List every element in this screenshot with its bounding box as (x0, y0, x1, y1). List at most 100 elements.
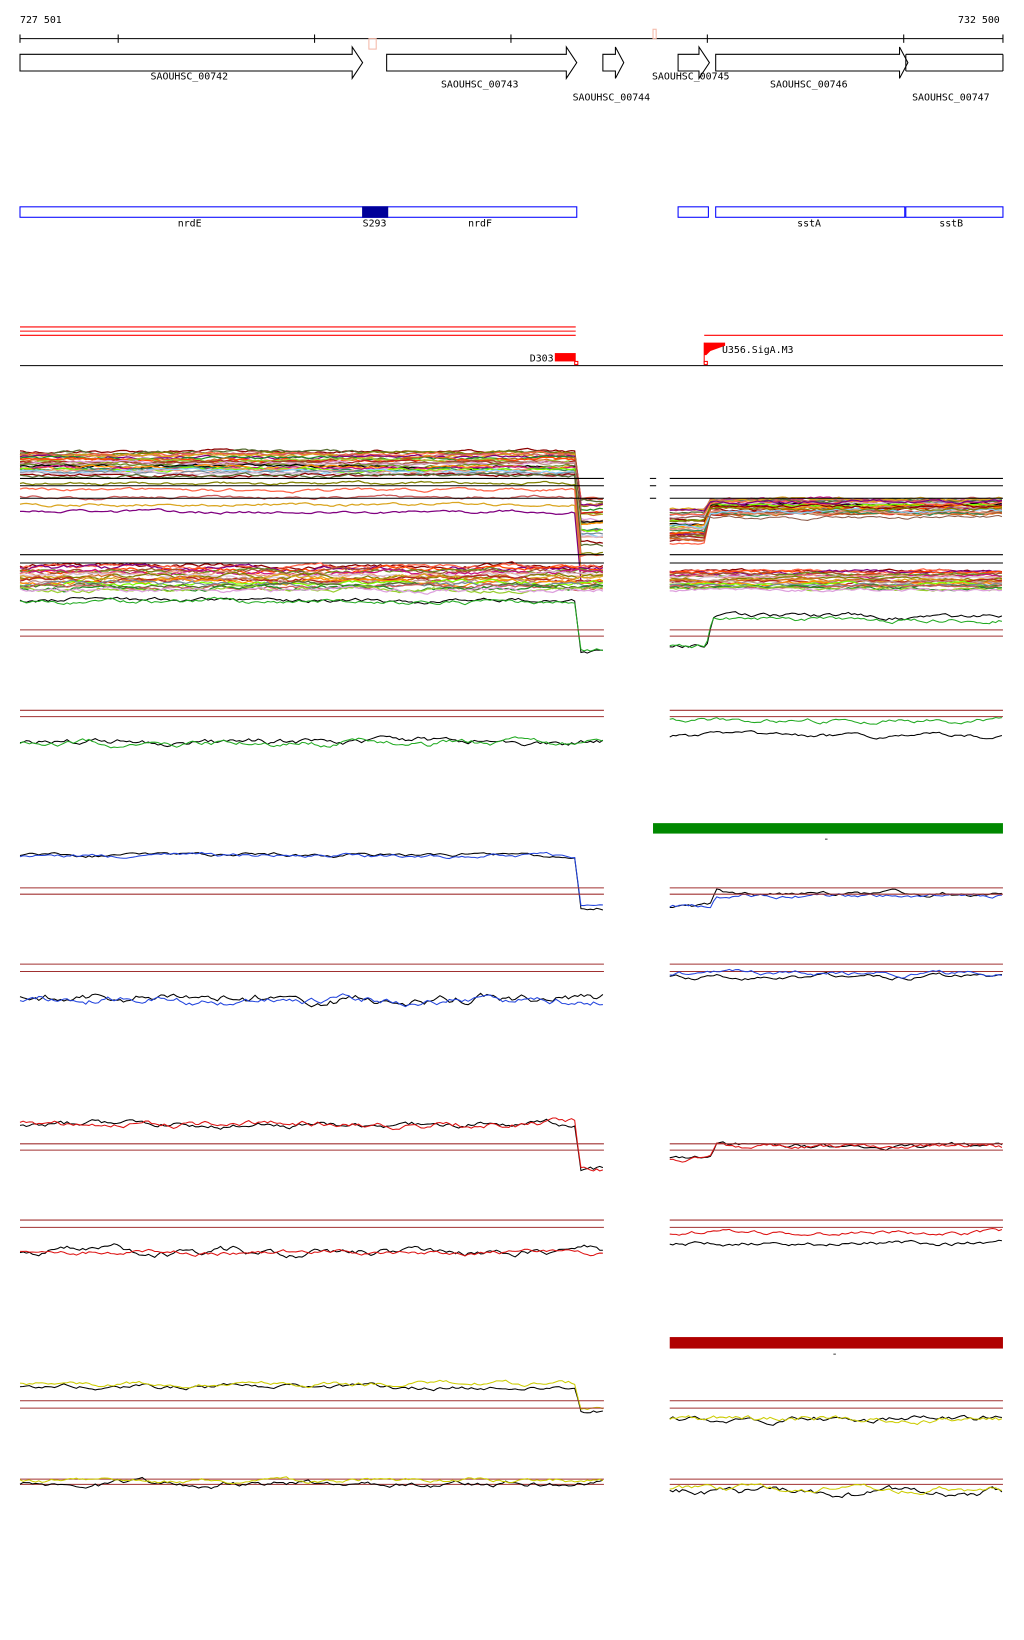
multi-sample-trace (19, 486, 603, 558)
multi-sample-trace (19, 467, 604, 538)
signal-trace (19, 993, 603, 1008)
annotation-label: nrdE (178, 219, 202, 230)
signal-trace (19, 596, 604, 652)
signal-trace (669, 971, 1002, 981)
signal-trace (19, 992, 604, 1008)
multi-sample-trace (669, 507, 1003, 530)
annotation-track (19, 206, 1004, 218)
feature-D303-block[interactable] (554, 353, 576, 362)
multi-sample-trace (669, 587, 1002, 593)
signal-trace (669, 968, 1002, 979)
feature-marker (703, 360, 708, 366)
signal-trace (19, 1379, 604, 1411)
multi-sample-trace (669, 573, 1003, 580)
gene-arrow[interactable] (19, 45, 364, 81)
signal-trace (19, 735, 604, 748)
annotation-sstA-box[interactable] (715, 206, 906, 218)
red-region-bar[interactable] (669, 1337, 1003, 1349)
gene-arrow[interactable] (715, 46, 909, 79)
signal-trace (669, 1239, 1002, 1247)
multi-sample-trace (19, 508, 604, 583)
multi-sample-trace (669, 514, 1003, 521)
signal-trace (669, 716, 1002, 725)
multi-sample-trace (19, 460, 604, 524)
multi-sample-trace (669, 575, 1003, 583)
annotation-sstB-box[interactable] (905, 206, 1004, 218)
multi-sample-trace (669, 503, 1002, 522)
gene-arrow[interactable] (677, 45, 711, 81)
gene-label[interactable]: SAOUHSC_00742 (151, 71, 229, 82)
signal-trace (669, 1415, 1003, 1426)
multi-sample-trace (19, 585, 604, 595)
feature-left-label[interactable]: D303 (530, 353, 554, 364)
multi-sample-trace (669, 580, 1002, 587)
red-bar-label: - (832, 1349, 838, 1360)
multi-sample-trace (19, 452, 604, 507)
promoter-flag-icon[interactable] (704, 342, 726, 356)
annotation-label: S293 (363, 219, 387, 230)
multi-sample-trace (19, 469, 603, 538)
gap-marker (368, 38, 377, 50)
signal-trace (19, 851, 603, 907)
signal-trace (669, 616, 1003, 649)
gene-label[interactable]: SAOUHSC_00746 (770, 80, 848, 91)
signal-trace (19, 736, 604, 749)
ruler-start-label: 727 501 (20, 15, 62, 26)
signal-trace (19, 1118, 604, 1172)
annotation-label: nrdF (468, 219, 492, 230)
signal-trace (19, 1117, 604, 1172)
multi-sample-trace (19, 578, 603, 587)
signal-trace (19, 1243, 603, 1259)
green-bar-label: - (823, 834, 829, 845)
multi-sample-trace (19, 466, 604, 533)
signal-trace (669, 1228, 1003, 1236)
gap-marker (652, 28, 657, 40)
multi-sample-trace (669, 511, 1003, 542)
gene-track (19, 45, 1004, 81)
gene-arrow[interactable] (386, 45, 578, 81)
signal-trace (19, 852, 604, 911)
coordinate-ruler: 727 501 732 500 (19, 15, 1004, 50)
multi-sample-trace (19, 494, 604, 570)
annotation-S293-box[interactable] (362, 206, 389, 218)
gene-label[interactable]: SAOUHSC_00747 (912, 92, 990, 103)
feature-right-label[interactable]: U356.SigA.M3 (722, 345, 794, 356)
gene-label[interactable]: SAOUHSC_00745 (652, 71, 730, 82)
multi-sample-trace (669, 498, 1003, 512)
ruler-ticks (19, 34, 1004, 43)
multi-sample-trace (19, 479, 603, 555)
green-region-bar[interactable] (653, 823, 1003, 834)
signal-trace (19, 596, 603, 654)
gene-arrow-partial[interactable] (905, 53, 1004, 72)
multi-sample-trace (19, 472, 604, 544)
annotation-box[interactable] (677, 206, 709, 218)
feature-track: D303 U356.SigA.M3 (19, 326, 1003, 367)
multi-sample-trace (669, 582, 1002, 588)
multi-sample-trace (669, 506, 1003, 523)
feature-marker (574, 360, 579, 366)
signal-trace (669, 611, 1003, 649)
ruler-end-label: 732 500 (958, 15, 1000, 26)
gene-label[interactable]: SAOUHSC_00743 (441, 80, 519, 91)
gene-arrow[interactable] (602, 46, 625, 79)
signal-trace (669, 1484, 1003, 1499)
multi-sample-trace (19, 573, 604, 583)
multi-sample-trace (19, 570, 603, 580)
multi-sample-trace (19, 454, 604, 512)
annotation-label: sstB (939, 219, 963, 230)
multi-sample-trace (19, 501, 604, 577)
multi-sample-trace (19, 562, 604, 571)
signal-trace (669, 1142, 1003, 1163)
signal-trace (19, 1476, 604, 1485)
annotation-label: sstA (797, 219, 821, 230)
gene-label[interactable]: SAOUHSC_00744 (573, 92, 651, 103)
signal-trace (19, 1248, 603, 1257)
signal-trace (669, 1483, 1003, 1496)
annotation-nrdE-box[interactable] (19, 206, 578, 218)
multi-sample-trace (19, 469, 604, 535)
signal-trace (669, 730, 1003, 740)
multi-sample-trace (19, 457, 604, 515)
multi-sample-trace (669, 574, 1002, 581)
multi-sample-trace (19, 584, 604, 595)
